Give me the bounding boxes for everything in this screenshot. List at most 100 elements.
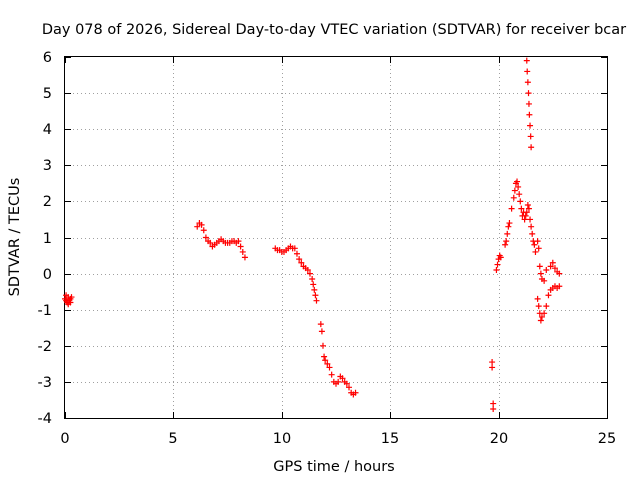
data-point [237, 243, 244, 250]
data-point [525, 90, 532, 97]
data-point [504, 230, 511, 237]
data-point [538, 313, 545, 320]
data-point [328, 371, 335, 378]
data-point [536, 263, 543, 270]
data-point [326, 364, 333, 371]
data-point [339, 375, 346, 382]
data-point [529, 230, 536, 237]
y-tick-label: 1 [43, 231, 52, 247]
data-point [67, 299, 74, 306]
data-point [322, 357, 329, 364]
data-point [505, 223, 512, 230]
data-point [525, 205, 532, 212]
data-points [62, 57, 563, 412]
y-tick-label: -2 [38, 339, 52, 355]
data-point [545, 292, 552, 299]
x-tick-label: 5 [168, 431, 177, 447]
series-segment-5 [493, 57, 563, 324]
data-point [296, 256, 303, 263]
y-tick-label: 6 [43, 50, 52, 66]
data-point [531, 241, 538, 248]
data-point [556, 270, 563, 277]
x-tick-label: 25 [598, 431, 616, 447]
plot-frame [64, 56, 608, 419]
data-point [317, 321, 324, 328]
data-point [298, 259, 305, 266]
data-point [313, 297, 320, 304]
series-segment-2 [194, 220, 248, 261]
data-point [521, 216, 528, 223]
data-point [198, 221, 205, 228]
data-point [321, 353, 328, 360]
data-point [527, 133, 534, 140]
y-tick-label: 5 [43, 86, 52, 102]
data-point [547, 263, 554, 270]
y-tick-label: -3 [38, 375, 52, 391]
data-point [514, 178, 521, 185]
data-point [493, 266, 500, 273]
data-point [516, 191, 523, 198]
chart-title: Day 078 of 2026, Sidereal Day-to-day VTE… [42, 22, 626, 38]
data-point [343, 380, 350, 387]
data-point [194, 223, 201, 230]
data-point [537, 317, 544, 324]
data-point [527, 122, 534, 129]
data-point [293, 250, 300, 257]
data-point [304, 266, 311, 273]
data-point [489, 364, 496, 371]
data-point [522, 212, 529, 219]
series-segment-4 [489, 359, 497, 412]
data-point [511, 187, 518, 194]
data-point [517, 198, 524, 205]
x-tick-label: 10 [273, 431, 291, 447]
y-tick-label: 0 [43, 267, 52, 283]
y-axis-label: SDTVAR / TECUs [7, 178, 23, 297]
data-point [335, 378, 342, 385]
data-point [510, 194, 517, 201]
data-point [541, 310, 548, 317]
data-point [532, 248, 539, 255]
grid-lines [65, 57, 607, 418]
data-point [535, 303, 542, 310]
data-point [515, 183, 522, 190]
data-point [241, 254, 248, 261]
data-point [523, 57, 530, 64]
data-point [497, 254, 504, 261]
data-point [310, 281, 317, 288]
series-segment-1 [62, 292, 75, 308]
y-tick-label: 2 [43, 194, 52, 210]
data-point [543, 266, 550, 273]
data-point [311, 286, 318, 293]
data-point [534, 295, 541, 302]
data-point [528, 144, 535, 151]
data-point [239, 248, 246, 255]
data-point [524, 79, 531, 86]
data-point [551, 265, 558, 272]
axis-ticks: 0 5 10 15 20 25 -4 -3 -2 -1 0 1 2 3 4 5 6 [38, 50, 617, 447]
data-point [508, 205, 515, 212]
data-point [207, 239, 214, 246]
data-point [523, 209, 530, 216]
x-tick-label: 0 [60, 431, 69, 447]
data-point [309, 276, 316, 283]
data-point [549, 259, 556, 266]
data-point [527, 216, 534, 223]
data-point [235, 238, 242, 245]
data-point [526, 111, 533, 118]
data-point [65, 294, 72, 301]
data-point [534, 238, 541, 245]
data-point [489, 359, 496, 366]
data-point [319, 342, 326, 349]
data-point [518, 205, 525, 212]
x-axis-label: GPS time / hours [273, 459, 394, 475]
data-point [528, 223, 535, 230]
data-point [502, 241, 509, 248]
data-point [524, 202, 531, 209]
data-point [291, 245, 298, 252]
data-point [494, 261, 501, 268]
y-tick-label: -4 [38, 411, 52, 427]
data-point [200, 227, 207, 234]
data-point [352, 389, 359, 396]
